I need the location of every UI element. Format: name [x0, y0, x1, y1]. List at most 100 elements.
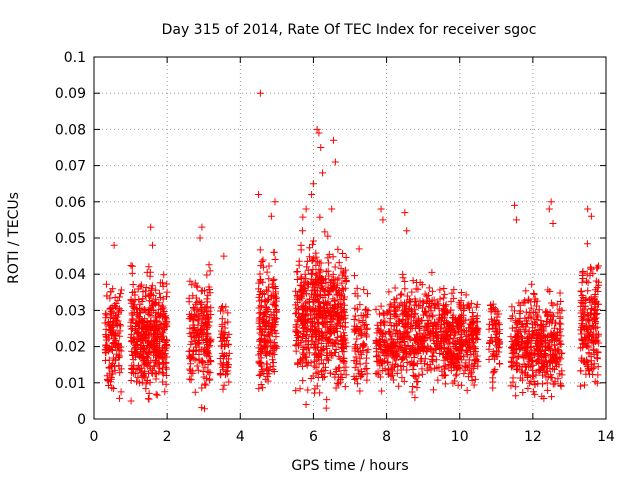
data-point	[293, 295, 301, 303]
data-point	[146, 272, 154, 280]
data-point	[202, 319, 210, 327]
data-point	[293, 267, 301, 275]
data-point	[270, 351, 278, 359]
data-point	[271, 302, 279, 310]
data-point	[298, 303, 306, 311]
data-point	[547, 198, 555, 206]
data-point	[198, 304, 206, 312]
data-point	[259, 256, 267, 264]
data-point	[429, 311, 437, 319]
data-point	[321, 309, 329, 317]
data-point	[362, 313, 370, 321]
data-point	[152, 286, 160, 294]
data-point	[354, 292, 362, 300]
data-point	[113, 313, 121, 321]
data-point	[109, 315, 117, 323]
data-point	[198, 404, 206, 412]
data-point	[198, 287, 206, 295]
data-point	[127, 397, 135, 405]
data-point	[159, 282, 167, 290]
data-point	[340, 329, 348, 337]
data-point	[292, 336, 300, 344]
data-point	[151, 331, 159, 339]
data-point	[101, 319, 109, 327]
data-point	[186, 367, 194, 375]
data-point	[112, 299, 120, 307]
data-point	[292, 310, 300, 318]
x-tick-label: 10	[451, 429, 469, 445]
data-point	[292, 326, 300, 334]
data-point	[255, 371, 263, 379]
data-point	[141, 367, 149, 375]
data-point	[224, 367, 232, 375]
data-point	[224, 361, 232, 369]
data-point	[401, 277, 409, 285]
data-point	[128, 269, 136, 277]
x-tick-label: 8	[382, 429, 391, 445]
data-point	[524, 384, 532, 392]
data-point	[255, 309, 263, 317]
data-point	[255, 191, 263, 199]
data-point	[190, 346, 198, 354]
data-point	[272, 288, 280, 296]
data-point	[403, 227, 411, 235]
data-point	[145, 263, 153, 271]
y-tick-label: 0.1	[64, 50, 86, 66]
data-point	[110, 241, 118, 249]
data-point	[190, 325, 198, 333]
data-point	[163, 288, 171, 296]
data-point	[314, 320, 322, 328]
data-point	[339, 250, 347, 258]
data-point	[151, 313, 159, 321]
data-point	[308, 191, 316, 199]
data-point	[106, 304, 114, 312]
data-point	[304, 386, 312, 394]
data-point	[310, 286, 318, 294]
data-point	[268, 329, 276, 337]
data-point	[302, 401, 310, 409]
data-point	[324, 283, 332, 291]
data-point	[144, 395, 152, 403]
data-point	[197, 299, 205, 307]
data-point	[194, 366, 202, 374]
data-point	[351, 272, 359, 280]
data-point	[313, 125, 321, 133]
data-point	[331, 296, 339, 304]
data-point	[312, 305, 320, 313]
data-point	[191, 356, 199, 364]
data-point	[189, 292, 197, 300]
data-point	[335, 274, 343, 282]
data-point	[207, 358, 215, 366]
data-point	[127, 296, 135, 304]
data-point	[255, 351, 263, 359]
data-point	[220, 335, 228, 343]
data-point	[337, 264, 345, 272]
data-point	[350, 325, 358, 333]
data-point	[403, 366, 411, 374]
data-point	[218, 315, 226, 323]
data-point	[308, 240, 316, 248]
data-point	[336, 375, 344, 383]
data-point	[152, 318, 160, 326]
data-point	[189, 321, 197, 329]
data-point	[299, 213, 307, 221]
data-point	[342, 371, 350, 379]
data-point	[142, 307, 150, 315]
data-point	[473, 318, 481, 326]
data-point	[357, 368, 365, 376]
data-point	[142, 352, 150, 360]
data-point	[110, 385, 118, 393]
data-point	[148, 282, 156, 290]
data-point	[145, 331, 153, 339]
data-point	[263, 286, 271, 294]
data-point	[269, 284, 277, 292]
data-point	[205, 307, 213, 315]
data-point	[161, 347, 169, 355]
data-point	[321, 373, 329, 381]
data-point	[512, 392, 520, 400]
data-point	[362, 359, 370, 367]
data-point	[297, 339, 305, 347]
data-point	[192, 294, 200, 302]
data-point	[141, 334, 149, 342]
data-point	[311, 344, 319, 352]
